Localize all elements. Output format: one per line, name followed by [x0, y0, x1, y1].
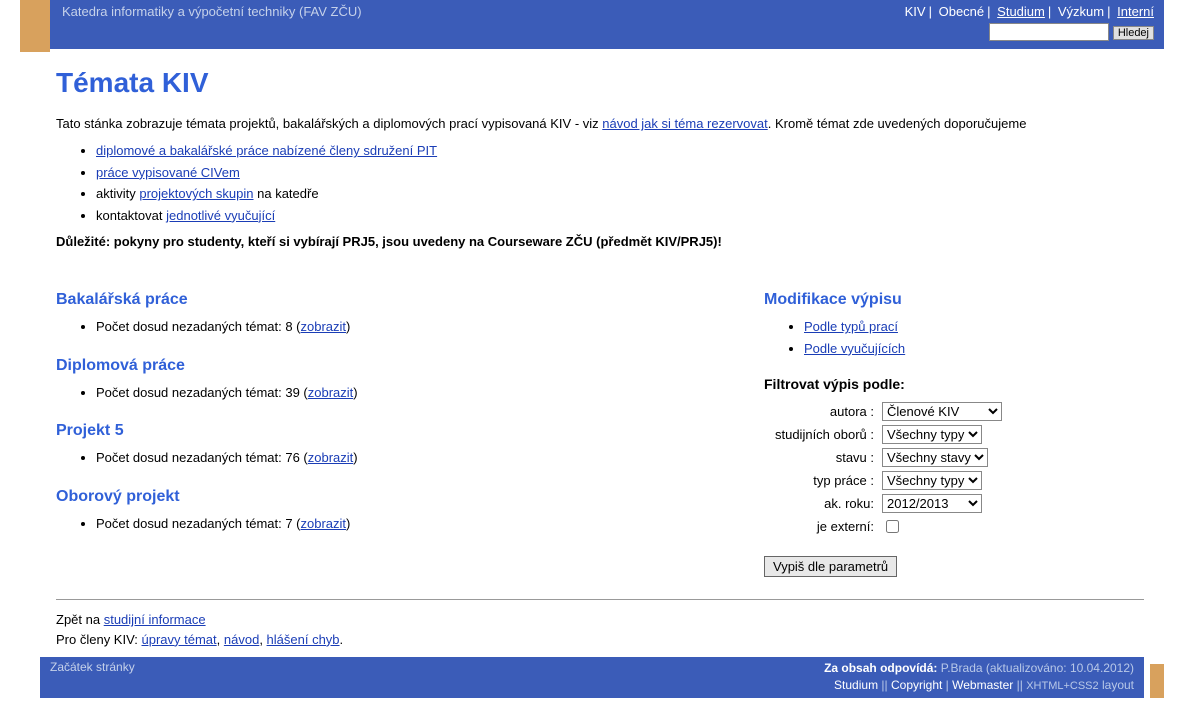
list-item: práce vypisované CIVem	[96, 163, 1144, 183]
filter-row-rok: ak. roku: 2012/2013	[764, 494, 1144, 513]
typ-select[interactable]: Všechny typy	[882, 471, 982, 490]
section-list: Počet dosud nezadaných témat: 8 (zobrazi…	[56, 317, 724, 337]
section-bakalarska-title: Bakalářská práce	[56, 291, 724, 309]
orange-accent-top	[20, 0, 50, 52]
externi-checkbox[interactable]	[886, 520, 899, 533]
edit-topics-link[interactable]: úpravy témat	[142, 632, 217, 647]
filter-row-oboru: studijních oborů : Všechny typy	[764, 425, 1144, 444]
stavu-select[interactable]: Všechny stavy	[882, 448, 988, 467]
right-column: Modifikace výpisu Podle typů prací Podle…	[764, 271, 1144, 577]
list-item: diplomové a bakalářské práce nabízené čl…	[96, 141, 1144, 161]
filter-label: ak. roku:	[764, 496, 874, 511]
section-list: Počet dosud nezadaných témat: 76 (zobraz…	[56, 448, 724, 468]
list-item: Počet dosud nezadaných témat: 8 (zobrazi…	[96, 317, 724, 337]
nav-studium[interactable]: Studium	[997, 4, 1045, 19]
nav-kiv[interactable]: KIV	[905, 4, 926, 19]
nav-interni[interactable]: Interní	[1117, 4, 1154, 19]
list-item: Podle typů prací	[804, 317, 1144, 337]
list-item: Počet dosud nezadaných témat: 7 (zobrazi…	[96, 514, 724, 534]
footer-right: Za obsah odpovídá: P.Brada (aktualizován…	[824, 660, 1134, 694]
intro-paragraph: Tato stánka zobrazuje témata projektů, b…	[56, 115, 1144, 133]
nav-vyzkum[interactable]: Výzkum	[1058, 4, 1104, 19]
main-content: Témata KIV Tato stánka zobrazuje témata …	[56, 67, 1144, 600]
page-title: Témata KIV	[56, 67, 1144, 99]
orange-accent-bottom	[1150, 664, 1164, 698]
mod-by-type-link[interactable]: Podle typů prací	[804, 319, 898, 334]
search-input[interactable]	[989, 23, 1109, 41]
site-name: Katedra informatiky a výpočetní techniky…	[30, 4, 362, 19]
mod-by-teacher-link[interactable]: Podle vyučujících	[804, 341, 905, 356]
filter-label: typ práce :	[764, 473, 874, 488]
filter-row-typ: typ práce : Všechny typy	[764, 471, 1144, 490]
footer-studium-link[interactable]: Studium	[834, 678, 878, 692]
footer-copyright-link[interactable]: Copyright	[891, 678, 942, 692]
nav-obecne[interactable]: Obecné	[939, 4, 985, 19]
autora-select[interactable]: Členové KIV	[882, 402, 1002, 421]
rok-select[interactable]: 2012/2013	[882, 494, 982, 513]
list-item: Počet dosud nezadaných témat: 39 (zobraz…	[96, 383, 724, 403]
show-bakalarska-link[interactable]: zobrazit	[301, 319, 347, 334]
civ-link[interactable]: práce vypisované CIVem	[96, 165, 240, 180]
footer-line2: Pro členy KIV: úpravy témat, návod, hláš…	[56, 630, 1144, 650]
list-item: aktivity projektových skupin na katedře	[96, 184, 1144, 204]
intro-link[interactable]: návod jak si téma rezervovat	[602, 116, 767, 131]
teachers-link[interactable]: jednotlivé vyučující	[166, 208, 275, 223]
section-oborovy-title: Oborový projekt	[56, 488, 724, 506]
footer-line1: Zpět na studijní informace	[56, 610, 1144, 630]
filter-row-stavu: stavu : Všechny stavy	[764, 448, 1144, 467]
filter-row-externi: je externí:	[764, 517, 1144, 536]
list-item: Podle vyučujících	[804, 339, 1144, 359]
oboru-select[interactable]: Všechny typy	[882, 425, 982, 444]
mod-title: Modifikace výpisu	[764, 291, 1144, 309]
search-button[interactable]: Hledej	[1113, 26, 1154, 40]
filter-row-autora: autora : Členové KIV	[764, 402, 1144, 421]
two-column-layout: Bakalářská práce Počet dosud nezadaných …	[56, 271, 1144, 577]
footer-bar: Začátek stránky Za obsah odpovídá: P.Bra…	[40, 657, 1144, 697]
report-bugs-link[interactable]: hlášení chyb	[267, 632, 340, 647]
important-note: Důležité: pokyny pro studenty, kteří si …	[56, 233, 1144, 251]
filter-label: autora :	[764, 404, 874, 419]
header-bar: Katedra informatiky a výpočetní techniky…	[20, 0, 1164, 49]
section-list: Počet dosud nezadaných témat: 39 (zobraz…	[56, 383, 724, 403]
top-nav: KIV| Obecné| Studium| Výzkum| Interní	[905, 4, 1154, 19]
filter-label: stavu :	[764, 450, 874, 465]
header-right: KIV| Obecné| Studium| Výzkum| Interní Hl…	[905, 4, 1154, 41]
footer-webmaster-link[interactable]: Webmaster	[952, 678, 1013, 692]
search-row: Hledej	[905, 23, 1154, 41]
filter-label: studijních oborů :	[764, 427, 874, 442]
show-projekt5-link[interactable]: zobrazit	[308, 450, 354, 465]
study-info-link[interactable]: studijní informace	[104, 612, 206, 627]
divider	[56, 599, 1144, 600]
show-oborovy-link[interactable]: zobrazit	[301, 516, 347, 531]
footer-links: Zpět na studijní informace Pro členy KIV…	[56, 610, 1144, 649]
section-projekt5-title: Projekt 5	[56, 422, 724, 440]
section-diplomova-title: Diplomová práce	[56, 357, 724, 375]
filter-submit-button[interactable]: Vypiš dle parametrů	[764, 556, 897, 577]
pit-link[interactable]: diplomové a bakalářské práce nabízené čl…	[96, 143, 437, 158]
filter-title: Filtrovat výpis podle:	[764, 376, 1144, 392]
mod-list: Podle typů prací Podle vyučujících	[764, 317, 1144, 358]
list-item: Počet dosud nezadaných témat: 76 (zobraz…	[96, 448, 724, 468]
recommend-list: diplomové a bakalářské práce nabízené čl…	[56, 141, 1144, 225]
section-list: Počet dosud nezadaných témat: 7 (zobrazi…	[56, 514, 724, 534]
list-item: kontaktovat jednotlivé vyučující	[96, 206, 1144, 226]
guide-link[interactable]: návod	[224, 632, 259, 647]
show-diplomova-link[interactable]: zobrazit	[308, 385, 354, 400]
page-top-link[interactable]: Začátek stránky	[50, 660, 135, 674]
project-groups-link[interactable]: projektových skupin	[139, 186, 253, 201]
filter-label: je externí:	[764, 519, 874, 534]
left-column: Bakalářská práce Počet dosud nezadaných …	[56, 271, 724, 577]
footer-left: Začátek stránky	[50, 660, 135, 694]
